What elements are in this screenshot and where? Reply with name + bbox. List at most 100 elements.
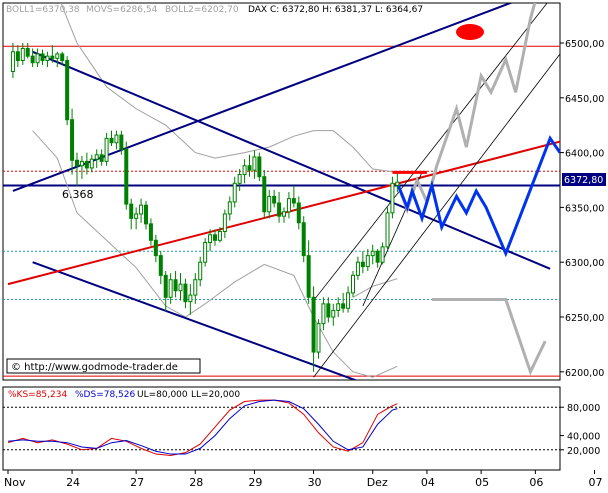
osc-y-axis: 80,000 40,000 20,000 (560, 403, 600, 457)
candle-body (99, 154, 104, 162)
candle-body (351, 274, 355, 294)
candle-body (15, 51, 20, 62)
candle-body (50, 55, 55, 59)
x-tick-label: Dez (367, 476, 388, 489)
candle-body (217, 231, 222, 241)
osc-y-tick-label: 20,000 (567, 446, 600, 457)
candle-body (119, 134, 124, 150)
candle-body (203, 241, 208, 263)
candle-body (114, 134, 119, 144)
main-plot (3, 3, 560, 380)
x-tick-label: 06 (529, 476, 543, 489)
candle-body (277, 202, 282, 217)
x-tick-label: 05 (475, 476, 489, 489)
candle-body (30, 55, 35, 64)
candle-body (395, 181, 400, 186)
osc-y-tick-label: 40,000 (567, 432, 600, 443)
trendline-green-up-1 (313, 3, 548, 301)
candle-body (267, 195, 272, 213)
candle-body (360, 261, 365, 268)
candle-body (296, 202, 301, 224)
x-tick-label: 30 (308, 476, 322, 489)
osc-y-tick-label: 80,000 (567, 403, 600, 414)
x-tick-label: 24 (66, 476, 80, 489)
candle-body (252, 156, 257, 171)
candle-body (70, 119, 75, 161)
candle-body (153, 239, 158, 257)
x-tick-label: Nov (4, 476, 26, 489)
candle-body (316, 323, 321, 353)
trendline-lower-channel (32, 261, 358, 380)
candle-body (272, 195, 277, 204)
candle-body (198, 261, 203, 281)
osc-plot (3, 399, 560, 456)
x-tick-label: 07 (589, 476, 603, 489)
candle-body (193, 279, 198, 296)
candle-body (134, 213, 139, 219)
target-ellipse-marker (456, 24, 484, 40)
candle-body (247, 165, 252, 171)
candle-body (355, 261, 360, 276)
y-tick-label: 6500,00 (565, 39, 604, 50)
osc-ds-label: %DS=78,526 (75, 390, 136, 400)
candle-body (242, 165, 247, 176)
candle-body (25, 47, 30, 57)
candle-body (104, 137, 109, 162)
trendline-green-up-2 (313, 53, 560, 378)
x-tick-label: 27 (130, 476, 144, 489)
boll2-label: BOLL2=6202,70 (165, 5, 239, 15)
candle-body (282, 211, 286, 217)
candle-body (163, 274, 168, 298)
candle-body (94, 154, 99, 160)
candle-body (129, 203, 134, 219)
copyright-text: © http://www.godmode-trader.de (11, 362, 178, 373)
candle-body (55, 53, 60, 59)
candle-body (158, 255, 163, 276)
candle-body (139, 204, 144, 215)
candle-body (188, 294, 193, 303)
candle-body (232, 182, 237, 203)
osc-ks-label: %KS=85,234 (8, 390, 67, 400)
candle-body (222, 213, 227, 233)
osc-series-ds (7, 399, 398, 455)
bollinger-upper-band (60, 3, 398, 173)
candle-body (35, 53, 40, 64)
x-tick-label: 28 (189, 476, 203, 489)
x-tick-label: 29 (248, 476, 262, 489)
candle-body (306, 255, 311, 298)
candle-body (286, 198, 291, 213)
trendline-mid-channel (32, 50, 551, 270)
osc-ul-label: UL=80,000 (137, 390, 188, 400)
y-tick-label: 6200,00 (565, 368, 604, 379)
candle-body (183, 283, 188, 303)
y-tick-label: 6250,00 (565, 313, 604, 324)
candle-body (331, 309, 336, 318)
candle-body (326, 303, 331, 318)
main-panel-frame (2, 2, 561, 381)
candle-body (336, 303, 341, 311)
forecast-blue-path (395, 135, 560, 258)
x-axis: Nov2427282930Dez0405060708 (4, 470, 603, 489)
candle-body (375, 250, 380, 263)
forecast-gray-path-lower (431, 297, 547, 376)
bollinger-middle-band (352, 278, 398, 298)
bollinger-lower-band (32, 130, 398, 378)
y-tick-label: 6300,00 (565, 258, 604, 269)
candle-body (45, 55, 50, 62)
candle-body (380, 246, 385, 263)
y-tick-label: 6400,00 (565, 149, 604, 160)
low-annotation: 6.368 (62, 188, 94, 201)
candle-body (208, 234, 213, 243)
price-box-text: 6372,80 (564, 175, 603, 186)
candle-body (365, 255, 370, 268)
candle-body (173, 279, 178, 292)
copyright-box (6, 358, 201, 374)
osc-series-ks (7, 399, 398, 456)
candle-body (79, 160, 84, 167)
candle-body (20, 47, 25, 62)
movs-label: MOVS=6286,54 (86, 5, 158, 15)
y-tick-label: 6450,00 (565, 94, 604, 105)
boll1-label: BOLL1=6370,38 (6, 5, 80, 15)
x-tick-label: 04 (421, 476, 435, 489)
